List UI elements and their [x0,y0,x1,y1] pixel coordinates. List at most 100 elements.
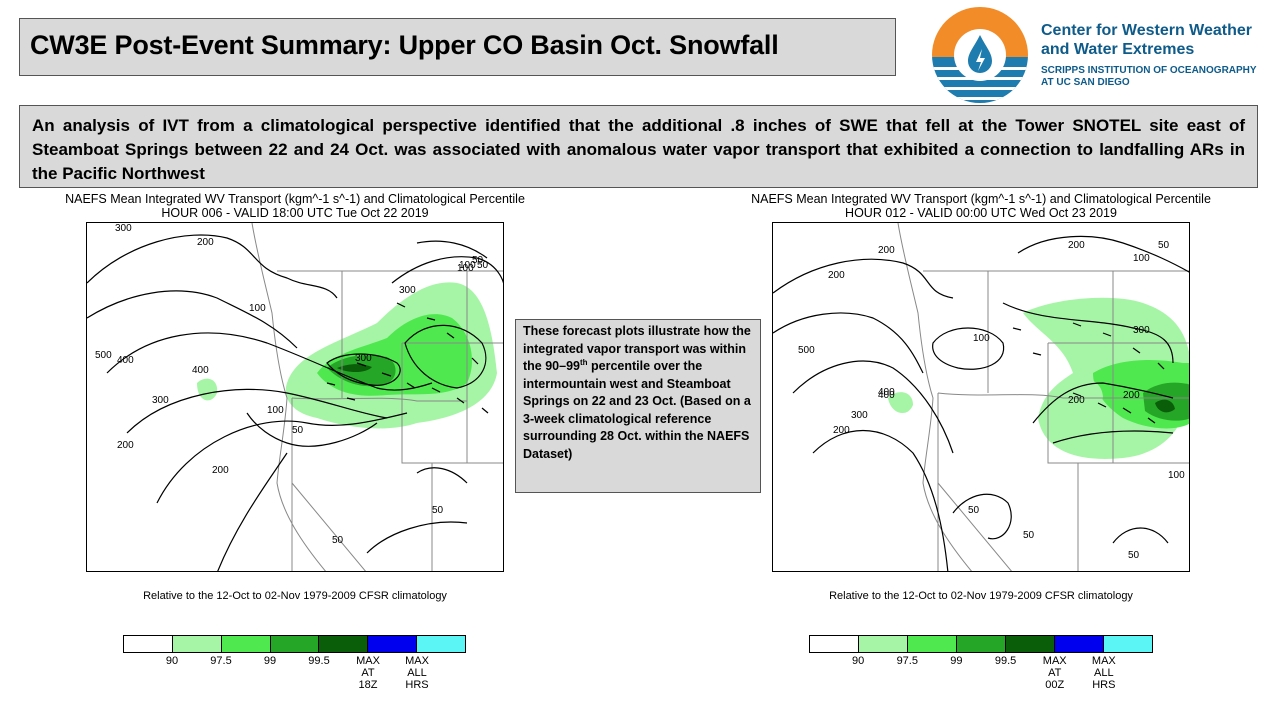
right-contour-label: 100 [973,333,990,344]
left-contour-label: 300 [355,353,372,364]
right-contour-label: 200 [833,425,850,436]
right-contour-label: 400 [878,387,895,398]
right-contour-label: 300 [851,410,868,421]
left-contour-label: 100 [457,263,474,274]
left-contour-label: 100 [459,260,476,271]
left-wind-vectors [326,302,489,414]
left-contour-label: 100 [249,303,266,314]
page-title: CW3E Post-Event Summary: Upper CO Basin … [30,30,779,60]
right-contour-label: 200 [1068,395,1085,406]
left-plot-subtitle: HOUR 006 - VALID 18:00 UTC Tue Oct 22 20… [161,206,429,220]
right-contour-label: 100 [1168,470,1185,481]
left-ivt-map: 300 200 100 50 100 500 400 400 300 200 1… [86,222,504,572]
left-contour-label: 200 [197,237,214,248]
title-box: CW3E Post-Event Summary: Upper CO Basin … [19,18,896,76]
legend-swatch [810,636,859,652]
legend-label: 99 [263,655,277,667]
left-climatology-caption: Relative to the 12-Oct to 02-Nov 1979-20… [143,590,447,602]
left-map-borders [277,270,503,571]
right-contour-label: 200 [878,245,895,256]
right-contour-label: 200 [1123,390,1140,401]
legend-label: 90 [165,655,179,667]
legend-swatch [417,636,466,652]
right-shade-max [1155,399,1175,413]
right-contour-label: 50 [1128,550,1140,561]
legend-swatch [957,636,1006,652]
left-contour-label: 50 [472,255,484,266]
legend-swatch [270,636,320,652]
right-plot-title: NAEFS Mean Integrated WV Transport (kgm^… [751,192,1211,206]
right-contour-label: 50 [1158,240,1170,251]
left-contour-label: 200 [212,465,229,476]
left-contour-label: 500 [95,350,112,361]
legend-label: 97.5 [210,655,232,667]
logo-name-line1: Center for Western Weather [1041,22,1253,39]
legend-swatch [319,636,369,652]
left-shade-max [337,364,372,373]
left-contour-label: 100 [267,405,284,416]
summary-text: An analysis of IVT from a climatological… [32,116,1245,183]
left-contour-label: 50 [432,505,444,516]
logo-org-line1: SCRIPPS INSTITUTION OF OCEANOGRAPHY [1041,65,1257,76]
right-wind-vectors [1012,322,1165,424]
note-text-part1: These forecast plots illustrate how the … [523,324,751,373]
legend-swatch [908,636,957,652]
legend-swatch [124,636,173,652]
right-shade-small [888,392,913,414]
note-text-part2: percentile over the intermountain west a… [523,359,751,461]
legend-label: MAX AT 00Z [1042,655,1067,691]
left-contour-labels: 300 200 100 50 100 500 400 400 300 200 1… [95,223,489,546]
legend-label: 99 [950,655,963,667]
left-contour-label: 300 [152,395,169,406]
legend-swatch [1104,636,1152,652]
right-plot-header: NAEFS Mean Integrated WV Transport (kgm^… [708,192,1254,220]
right-climatology-caption: Relative to the 12-Oct to 02-Nov 1979-20… [829,590,1133,602]
right-legend-bar [809,635,1153,653]
right-contour-label: 50 [968,505,980,516]
cw3e-logo-icon [932,7,1028,103]
right-contour-label: 300 [1133,325,1150,336]
logo-org-line2: AT UC SAN DIEGO [1041,77,1130,88]
logo-name-line2: and Water Extremes [1041,41,1195,58]
cw3e-logo: Center for Western Weather and Water Ext… [930,5,1270,105]
right-contour-label: 100 [1133,253,1150,264]
left-contour-label: 50 [292,425,304,436]
legend-label: 99.5 [308,655,330,667]
left-plot-header: NAEFS Mean Integrated WV Transport (kgm^… [22,192,568,220]
right-contour-label: 50 [1023,530,1035,541]
right-plot-subtitle: HOUR 012 - VALID 00:00 UTC Wed Oct 23 20… [845,206,1117,220]
left-contour-label: 300 [399,285,416,296]
left-shade-small [197,378,218,401]
legend-label: 90 [852,655,865,667]
left-contour-label: 400 [117,355,134,366]
legend-swatch [1006,636,1055,652]
right-contour-label: 400 [878,390,895,401]
left-contour-label: 300 [115,223,132,234]
left-contour-label: 50 [477,260,489,271]
right-contour-label: 200 [828,270,845,281]
legend-swatch [368,636,418,652]
left-legend-bar [123,635,466,653]
right-contour-label: 500 [798,345,815,356]
legend-label: MAX AT 18Z [356,655,380,691]
note-text: These forecast plots illustrate how the … [523,323,753,463]
legend-swatch [1055,636,1104,652]
left-contour-label: 400 [192,365,209,376]
right-contours [773,235,1189,571]
right-contour-label: 200 [1068,240,1085,251]
legend-label: 99.5 [994,655,1017,667]
legend-label: 97.5 [896,655,918,667]
right-contour-labels: 200 200 100 50 200 500 400 300 200 100 3… [798,240,1185,561]
right-ivt-map: 200 200 100 50 200 500 400 300 200 100 3… [772,222,1190,572]
legend-swatch [859,636,908,652]
legend-label: MAX ALL HRS [405,655,429,691]
left-contour-label: 200 [117,440,134,451]
legend-label: MAX ALL HRS [1091,655,1116,691]
summary-box: An analysis of IVT from a climatological… [19,105,1258,188]
left-plot-title: NAEFS Mean Integrated WV Transport (kgm^… [65,192,525,206]
legend-swatch [172,636,222,652]
note-box: These forecast plots illustrate how the … [515,319,761,493]
left-contours [87,234,503,571]
note-text-superscript: th [579,357,588,367]
left-contour-label: 50 [332,535,344,546]
